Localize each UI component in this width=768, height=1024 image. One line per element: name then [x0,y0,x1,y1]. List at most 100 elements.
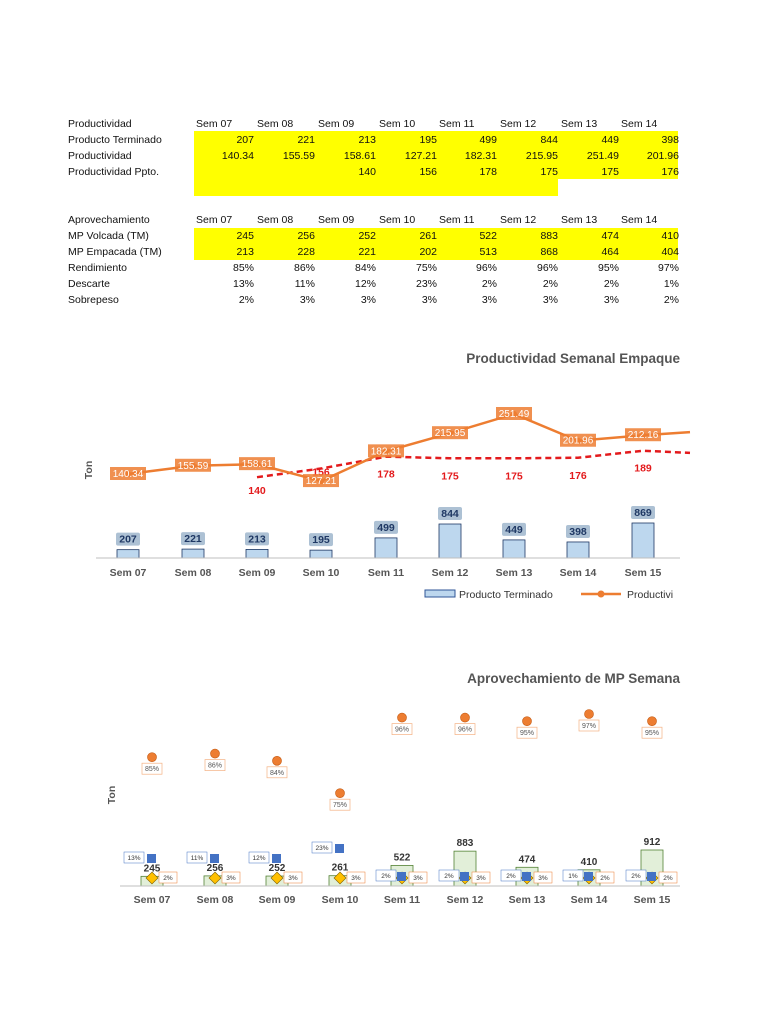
rendimiento-box [204,759,226,771]
rendimiento-label: 75% [333,802,347,809]
table1-cell: 251.49 [586,150,619,162]
table2-cell: 11% [294,278,315,290]
mp-data-label: 912 [644,837,661,848]
line-label-box [175,458,211,472]
table2-cell: 3% [360,294,376,306]
legend-bar-label: Producto Terminado [459,589,553,601]
rendimiento-box [266,766,288,779]
legend-line-label: Productivi [627,589,673,601]
table1-cell: 844 [540,134,558,146]
legend-bar-swatch [424,589,456,598]
table1-week-header: Sem 07 [196,118,233,130]
rendimiento-marker [522,716,532,727]
table2-highlight [194,228,678,260]
table2-cell: 2% [603,278,619,290]
bar-producto-terminado [116,549,140,559]
x-tick-label: Sem 11 [384,894,420,906]
table2-cell: 256 [297,230,315,242]
sobrepeso-label: 3% [288,875,298,882]
empacada-marker [270,871,284,885]
line-label-box [625,428,661,442]
table1-row-label: Productividad [68,150,132,162]
table1-cell: 182.31 [464,150,497,162]
table2-cell: 2% [542,278,558,290]
rendimiento-box [516,726,538,739]
rendimiento-label: 95% [520,730,534,737]
productividad-chart: Productividad Semanal Empaque Ton 207 221… [83,351,691,601]
rendimiento-box [641,726,663,739]
table2-header-label: Aprovechamiento [68,214,150,226]
chart1-legend: Producto Terminado Productivi [424,589,673,601]
table2-cell: 474 [601,230,619,242]
table2-week-header: Sem 11 [439,214,475,226]
x-tick-label: Sem 10 [303,567,340,579]
sobrepeso-label: 3% [351,875,361,882]
table2-cell: 2% [663,294,679,306]
table1-cell: 176 [661,166,679,178]
bar-label-box [631,506,655,519]
sobrepeso-box [658,871,678,884]
bar-producto-terminado [181,548,205,559]
bar-data-label: 869 [634,507,652,519]
sobrepeso-label: 3% [413,875,423,882]
x-tick-label: Sem 11 [368,567,404,579]
table2-cell: 1% [663,278,679,290]
table1-row-label: Productividad Ppto. [68,166,160,178]
rendimiento-marker [647,716,657,727]
descarte-marker [210,854,219,863]
rendimiento-label: 84% [270,770,284,777]
sobrepeso-label: 3% [476,875,486,882]
table1-cell: 398 [661,134,679,146]
table1-cell: 127.21 [404,150,437,162]
table2-week-header: Sem 09 [318,214,355,226]
x-tick-label: Sem 15 [625,567,662,579]
table2-cell: 221 [358,246,376,258]
table2-cell: 95% [597,262,619,274]
table2-cell: 23% [415,278,437,290]
line-data-label: 140.34 [113,469,144,480]
chart2-ylabel: Ton [106,786,118,804]
table1-week-header: Sem 12 [500,118,537,130]
mp-data-label: 883 [457,838,474,849]
table1-week-header: Sem 09 [318,118,355,130]
empacada-marker [333,871,347,885]
bar-producto-terminado [309,549,333,559]
table2-cell: 245 [236,230,254,242]
bar-label-box [309,533,333,547]
bar-data-label: 844 [441,508,459,520]
table1-cell: 215.95 [525,150,558,162]
x-tick-label: Sem 12 [432,567,469,579]
table2-cell: 12% [354,278,376,290]
table1-cell: 175 [540,166,558,178]
descarte-box [186,851,208,864]
bar-label-box [245,532,269,546]
table2-cell: 522 [479,230,497,242]
x-tick-label: Sem 13 [496,567,533,579]
mp-data-label: 410 [581,857,598,868]
budget-data-label: 176 [569,470,587,482]
sobrepeso-box [283,871,303,884]
budget-line [256,449,691,479]
chart2-title: Aprovechamiento de MP Semana [467,671,680,686]
table2-cell: 464 [601,246,619,258]
table1-cell: 140.34 [221,150,254,162]
table1-highlight-b [194,179,558,196]
table1-header-label: Productividad [68,118,132,130]
x-tick-label: Sem 15 [634,894,671,906]
x-tick-label: Sem 10 [322,894,359,906]
bar-producto-terminado [438,523,462,559]
bar-label-box [116,532,140,546]
sobrepeso-box [471,871,491,884]
table2-cell: 883 [540,230,558,242]
table2-cell: 202 [419,246,437,258]
table2-cell: 2% [238,294,254,306]
table1-cell: 156 [419,166,437,178]
descarte-marker [397,872,406,881]
legend-line-marker [597,590,605,598]
descarte-marker [335,844,344,853]
mp-data-label: 252 [269,863,286,874]
line-data-label: 127.21 [306,476,337,487]
table2-cell: 97% [657,262,679,274]
line-label-box [303,474,339,488]
sobrepeso-label: 2% [663,875,673,882]
